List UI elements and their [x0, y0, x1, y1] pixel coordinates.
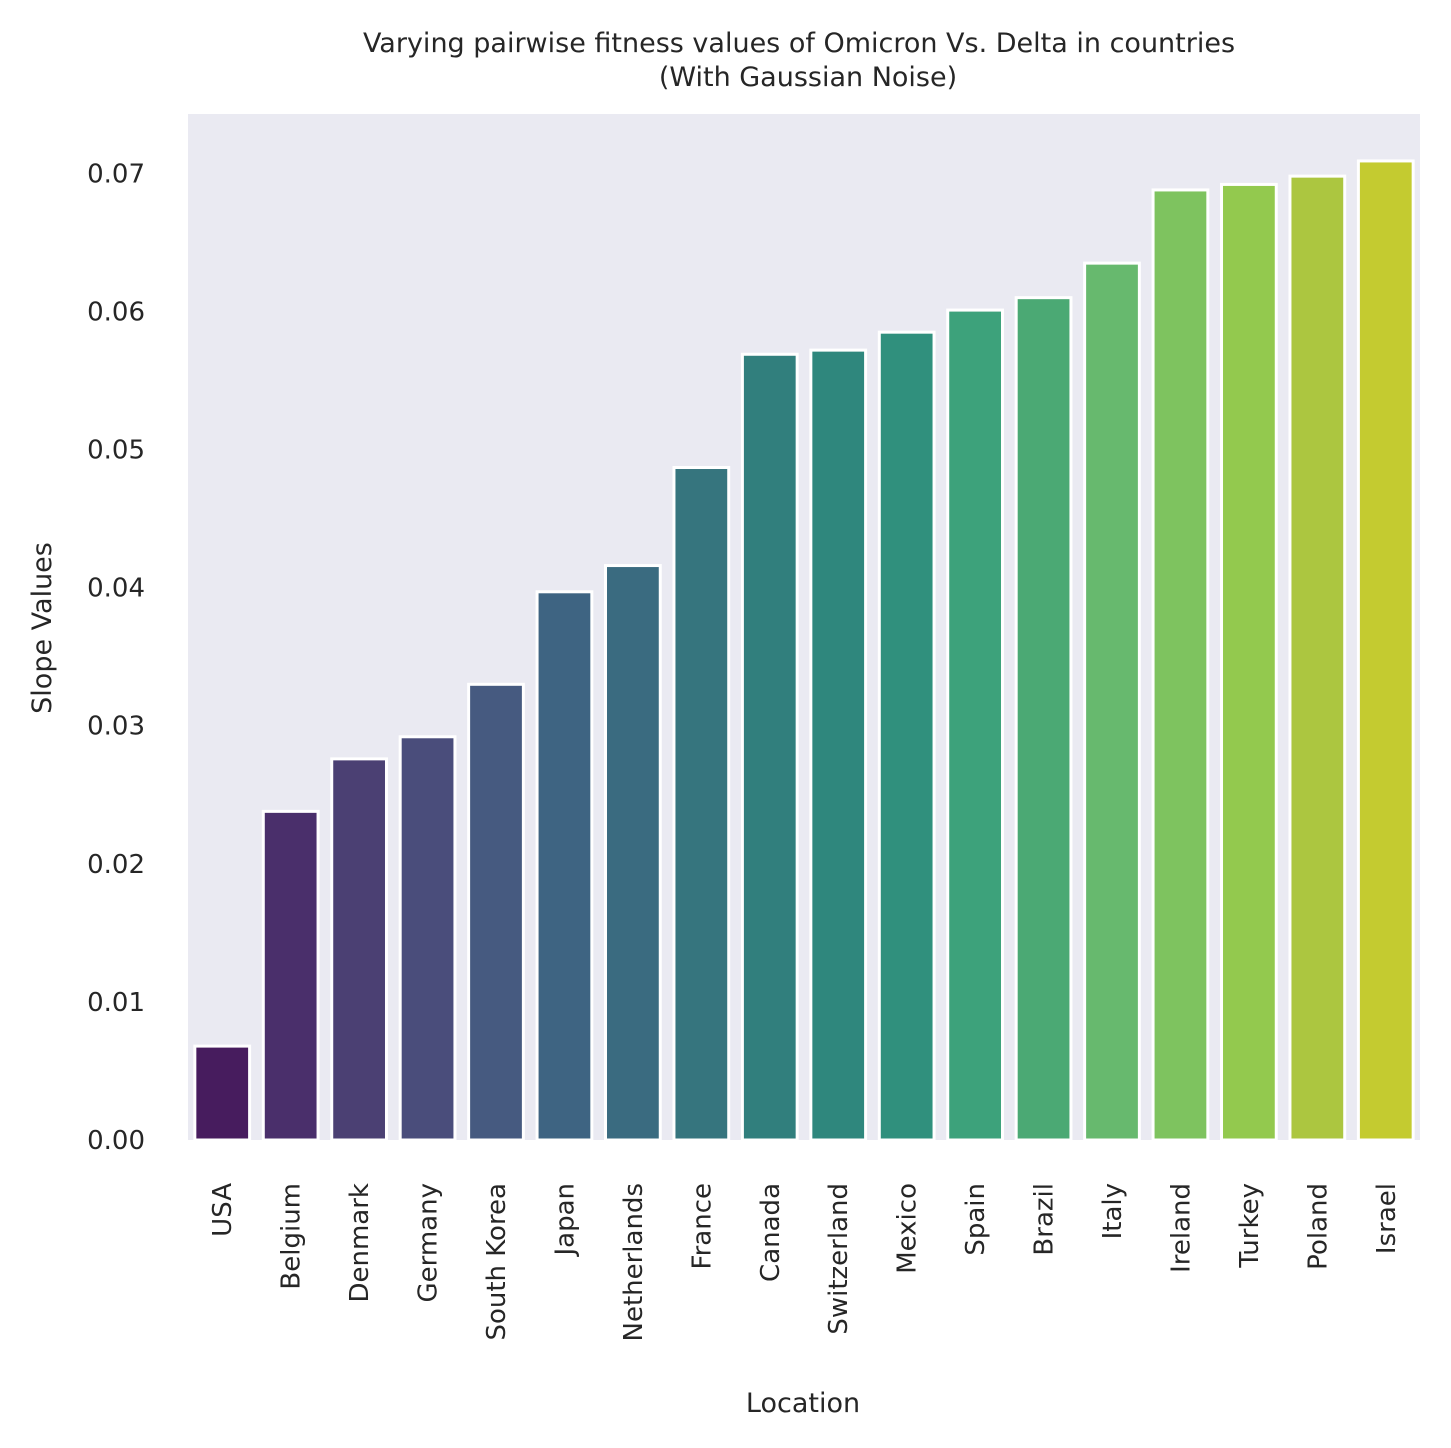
plot-area	[188, 114, 1420, 1140]
bar-denmark	[330, 757, 388, 1142]
x-tick-label: Denmark	[345, 1183, 375, 1303]
bar-ireland	[1151, 188, 1210, 1142]
bar-france	[672, 466, 731, 1142]
bar-netherlands	[604, 564, 662, 1142]
x-tick-label: Switzerland	[824, 1183, 854, 1335]
x-axis-label: Location	[746, 1388, 860, 1419]
bar-mexico	[877, 330, 936, 1142]
bar-italy	[1083, 261, 1141, 1142]
bar-belgium	[261, 809, 320, 1142]
bar-turkey	[1220, 182, 1278, 1142]
y-axis-label: Slope Values	[27, 542, 58, 714]
y-tick-label: 0.05	[87, 436, 145, 466]
y-tick-label: 0.06	[87, 297, 145, 327]
x-tick-label: USA	[208, 1183, 238, 1237]
y-tick-label: 0.07	[87, 159, 145, 189]
x-tick-label: Ireland	[1166, 1183, 1196, 1273]
bar-germany	[398, 735, 457, 1142]
bar-japan	[535, 590, 594, 1142]
y-tick-label: 0.00	[87, 1126, 145, 1156]
x-tick-label: Israel	[1372, 1183, 1402, 1254]
y-tick-label: 0.01	[87, 988, 145, 1018]
bar-switzerland	[809, 348, 868, 1142]
x-tick-label: Poland	[1303, 1183, 1333, 1270]
y-tick-label: 0.04	[87, 574, 145, 604]
x-tick-label: South Korea	[482, 1183, 512, 1341]
bar-poland	[1288, 174, 1347, 1142]
bar-usa	[193, 1044, 252, 1142]
x-tick-label: Germany	[414, 1183, 444, 1303]
y-tick-label: 0.02	[87, 850, 145, 880]
y-tick-label: 0.03	[87, 712, 145, 742]
x-tick-label: Netherlands	[619, 1183, 649, 1342]
bar-israel	[1356, 159, 1415, 1142]
x-tick-label: Italy	[1098, 1183, 1128, 1239]
x-tick-label: Belgium	[277, 1183, 307, 1290]
x-tick-label: Brazil	[1030, 1183, 1060, 1256]
bar-brazil	[1014, 296, 1073, 1142]
chart-title-line-1: Varying pairwise fitness values of Omicr…	[363, 28, 1235, 59]
x-tick-label: Spain	[961, 1183, 991, 1256]
bar-canada	[740, 352, 799, 1142]
bar-south-korea	[467, 682, 525, 1142]
x-tick-label: Japan	[550, 1183, 580, 1258]
x-tick-label: Canada	[756, 1183, 786, 1282]
bar-spain	[946, 308, 1004, 1142]
chart-title-line-2: (With Gaussian Noise)	[659, 62, 957, 93]
x-tick-label: Mexico	[893, 1183, 923, 1274]
x-tick-label: France	[687, 1183, 717, 1269]
x-tick-label: Turkey	[1235, 1183, 1265, 1269]
